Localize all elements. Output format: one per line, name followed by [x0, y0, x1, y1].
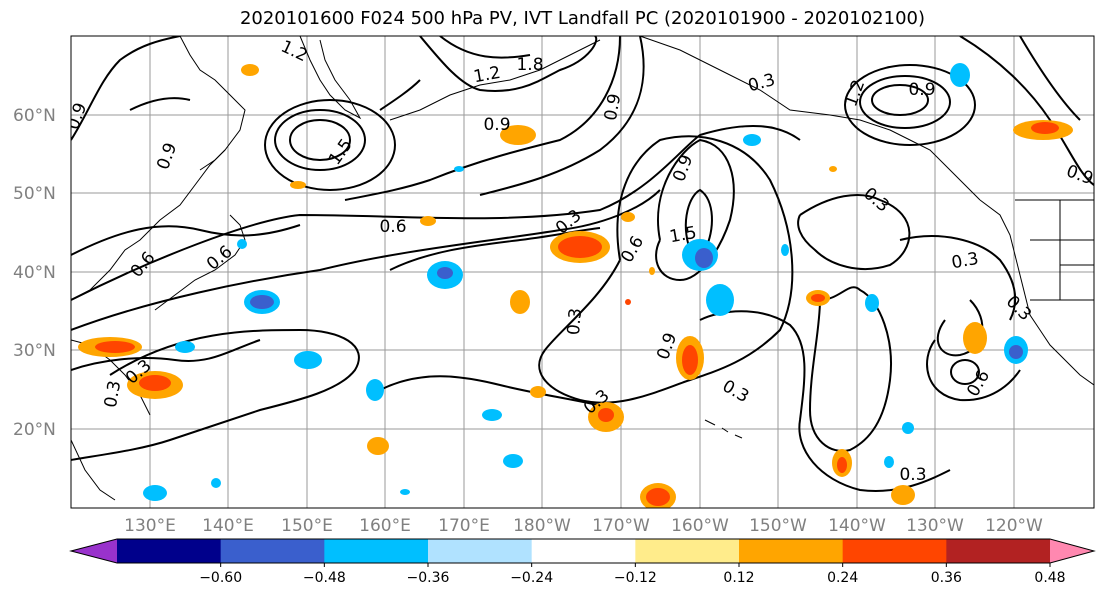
colorbar-segment: [531, 539, 636, 563]
colorbar-tick-label: −0.12: [614, 570, 657, 586]
colorbar-tick-label: 0.12: [723, 570, 754, 586]
lon-label: 150°W: [749, 516, 807, 536]
colorbar-tick-label: −0.36: [407, 570, 450, 586]
colorbar-tick-label: 0.36: [931, 570, 962, 586]
lon-label: 130°W: [906, 516, 964, 536]
colorbar-tick-label: −0.48: [303, 570, 346, 586]
contour-label: 1.5: [668, 223, 698, 247]
colorbar-segment: [946, 539, 1051, 563]
colorbar-segment: [635, 539, 740, 563]
longitude-labels: 130°E 140°E 150°E 160°E 170°E 180°W 170°…: [124, 516, 1043, 536]
lon-label: 140°E: [202, 516, 254, 536]
gridlines: [71, 36, 1094, 508]
map-title: 2020101600 F024 500 hPa PV, IVT Landfall…: [239, 8, 926, 29]
contour-label: 0.3: [101, 379, 125, 409]
contour-label: 1.8: [516, 55, 543, 75]
lon-label: 120°W: [985, 516, 1043, 536]
colorbar-segment: [739, 539, 844, 563]
colorbar: −0.60 −0.48 −0.36 −0.24 −0.12 0.12 0.24 0.36 0.4…: [69, 538, 1096, 586]
lon-label: 180°W: [513, 516, 571, 536]
pv-contours: [71, 36, 1094, 492]
lon-label: 150°E: [281, 516, 333, 536]
map-border: [70, 35, 1095, 509]
lon-label: 140°W: [828, 516, 886, 536]
lon-label: 130°E: [124, 516, 176, 536]
contour-label: 0.3: [950, 249, 980, 273]
contour-label: 0.9: [908, 80, 935, 100]
colorbar-segment: [842, 539, 947, 563]
lon-label: 160°E: [359, 516, 411, 536]
colorbar-tick-label: −0.24: [510, 570, 553, 586]
lat-label: 50°N: [13, 184, 56, 204]
contour-label: 1.2: [472, 63, 502, 87]
colorbar-segment: [220, 539, 325, 563]
lat-label: 60°N: [13, 106, 56, 126]
lon-label: 170°E: [438, 516, 490, 536]
contour-label: 0.9: [601, 92, 625, 122]
pc-shading: [78, 63, 1073, 508]
colorbar-tick-label: −0.60: [199, 570, 242, 586]
colorbar-segment: [324, 539, 429, 563]
contour-label: 0.9: [483, 115, 510, 135]
contour-label: 0.3: [899, 465, 926, 485]
contour-label: 0.3: [564, 307, 586, 336]
lon-label: 170°W: [592, 516, 650, 536]
colorbar-extend-high: [1050, 539, 1094, 563]
lat-label: 20°N: [13, 420, 56, 440]
colorbar-extend-low: [71, 539, 117, 563]
colorbar-segment: [117, 539, 222, 563]
colorbar-tick-label: 0.24: [827, 570, 858, 586]
contour-label: 0.6: [379, 217, 406, 237]
lon-label: 160°W: [671, 516, 729, 536]
colorbar-outline: [69, 538, 1096, 564]
lat-label: 30°N: [13, 341, 56, 361]
colorbar-tick-label: 0.48: [1034, 570, 1065, 586]
lat-label: 40°N: [13, 263, 56, 283]
latitude-labels: 60°N 50°N 40°N 30°N 20°N: [13, 106, 56, 440]
colorbar-segment: [428, 539, 533, 563]
